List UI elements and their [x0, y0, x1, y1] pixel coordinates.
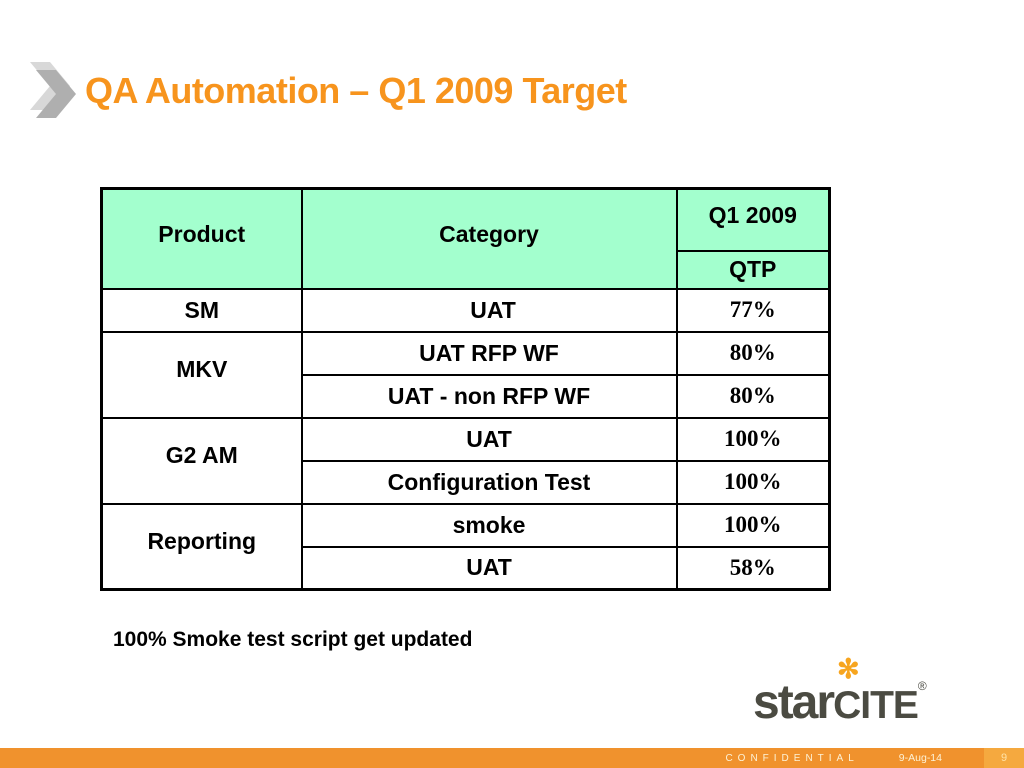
- product-cell: Reporting: [100, 502, 303, 591]
- footer-date: 9-Aug-14: [898, 752, 942, 764]
- category-cell: UAT: [300, 287, 678, 333]
- page-number-badge: 9: [984, 748, 1024, 768]
- table-body: Product Category Q1 2009 QTP SM UAT 77% MKV…: [100, 187, 831, 591]
- table-row: UAT - non RFP WF 80%: [102, 373, 831, 419]
- category-cell: UAT RFP WF: [300, 330, 678, 376]
- qa-target-table: Product Category Q1 2009 QTP SM UAT 77% MKV…: [100, 187, 831, 591]
- starcite-logo: ✻ starCITE®: [753, 654, 953, 730]
- table-row: Configuration Test 100%: [102, 459, 831, 505]
- category-cell: UAT - non RFP WF: [300, 373, 678, 419]
- qtp-value-cell: 80%: [675, 373, 831, 419]
- title-chevron-icon: [28, 62, 78, 122]
- starcite-asterisk-icon: ✻: [837, 654, 860, 684]
- slide-title: QA Automation – Q1 2009 Target: [85, 70, 627, 111]
- logo-cite-text: CITE: [833, 684, 919, 727]
- qtp-value-cell: 77%: [675, 287, 831, 333]
- registered-mark: ®: [917, 679, 927, 693]
- confidential-label: CONFIDENTIAL: [725, 752, 859, 764]
- note-text: 100% Smoke test script get updated: [113, 628, 473, 651]
- table-row: MKV UAT RFP WF 80%: [100, 330, 831, 419]
- column-header-qtp: QTP: [675, 249, 831, 290]
- column-header-category: Category: [300, 187, 678, 290]
- table-row: UAT 58%: [102, 545, 831, 591]
- column-header-quarter: Q1 2009: [675, 187, 831, 252]
- table-row: G2 AM UAT 100%: [100, 416, 831, 505]
- product-cell: SM: [100, 287, 303, 333]
- qtp-value-cell: 100%: [675, 502, 831, 548]
- qtp-value-cell: 58%: [675, 545, 831, 591]
- column-header-product: Product: [100, 187, 303, 290]
- product-cell: MKV: [100, 330, 303, 419]
- category-cell: Configuration Test: [300, 459, 678, 505]
- qtp-value-cell: 100%: [675, 416, 831, 462]
- page-number: 9: [1000, 752, 1008, 764]
- footer-bar: CONFIDENTIAL 9-Aug-14 9: [0, 748, 1024, 768]
- product-cell: G2 AM: [100, 416, 303, 505]
- table-header-row-2: QTP: [102, 249, 831, 290]
- category-cell: UAT: [300, 545, 678, 591]
- category-cell: smoke: [300, 502, 678, 548]
- qtp-value-cell: 100%: [675, 459, 831, 505]
- qtp-value-cell: 80%: [675, 330, 831, 376]
- category-cell: UAT: [300, 416, 678, 462]
- logo-star-text: star: [753, 676, 835, 729]
- table-header-row-1: Product Category Q1 2009: [100, 187, 831, 290]
- starcite-wordmark: starCITE®: [753, 675, 927, 730]
- table-row: Reporting smoke 100%: [100, 502, 831, 591]
- table-row: SM UAT 77%: [100, 287, 831, 333]
